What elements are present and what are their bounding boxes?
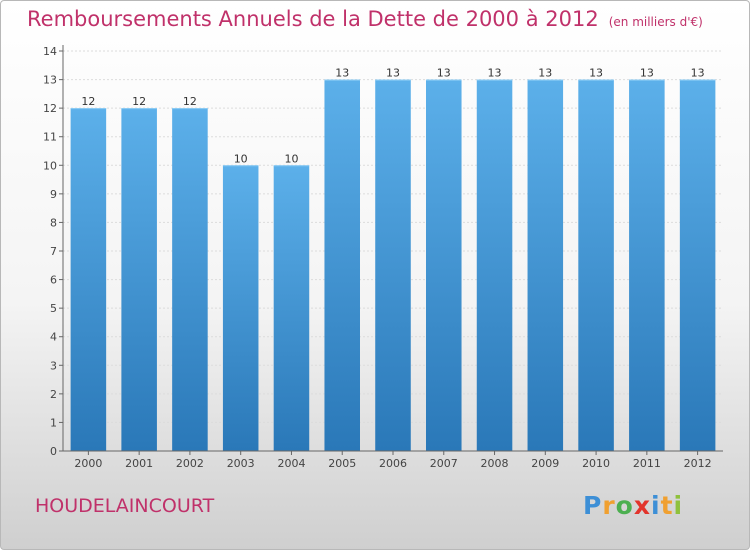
commune-name: HOUDELAINCOURT — [35, 495, 215, 517]
x-tick-label: 2002 — [176, 457, 204, 470]
value-label: 10 — [234, 152, 248, 165]
bars: 12 12 12 10 10 13 13 13 13 13 13 13 13 — [70, 67, 716, 452]
x-tick-label: 2008 — [481, 457, 509, 470]
y-tick-label: 4 — [50, 331, 57, 344]
bar-2003 — [222, 165, 259, 452]
bar-2001 — [121, 108, 157, 452]
y-tick-label: 12 — [43, 102, 57, 115]
value-label: 12 — [81, 95, 95, 108]
y-tick-label: 10 — [43, 159, 57, 172]
x-tick-label: 2010 — [582, 457, 610, 470]
x-tick-label: 2005 — [328, 457, 356, 470]
bar-2004 — [273, 165, 310, 452]
y-tick-label: 9 — [50, 188, 57, 201]
value-label: 12 — [183, 95, 197, 108]
logo-letter: i — [651, 491, 661, 520]
bar-2005 — [324, 79, 360, 452]
x-tick-label: 2012 — [684, 457, 712, 470]
bar-2008 — [476, 79, 513, 452]
x-tick-label: 2006 — [379, 457, 407, 470]
value-label: 13 — [386, 67, 400, 80]
x-tick-label: 2003 — [227, 457, 255, 470]
unit-label: (en milliers d'€) — [608, 15, 703, 29]
bar-2010 — [578, 79, 614, 452]
x-tick-label: 2001 — [125, 457, 153, 470]
logo-letter: x — [633, 491, 651, 520]
logo-letter: P — [583, 491, 603, 520]
y-tick-label: 6 — [50, 274, 57, 287]
value-label: 13 — [640, 67, 654, 80]
value-label: 12 — [132, 95, 146, 108]
title-text: Remboursements Annuels de la Dette de 20… — [27, 7, 599, 31]
value-label: 13 — [488, 67, 502, 80]
y-tick-label: 13 — [43, 74, 57, 87]
x-tick-label: 2011 — [633, 457, 661, 470]
x-tick-label: 2007 — [430, 457, 458, 470]
x-tick-label: 2000 — [74, 457, 102, 470]
x-tick-label: 2004 — [277, 457, 305, 470]
bar-2007 — [426, 79, 462, 452]
bar-2006 — [375, 79, 411, 452]
value-label: 13 — [691, 67, 705, 80]
logo-letter: t — [660, 491, 674, 520]
y-tick-label: 11 — [43, 131, 57, 144]
value-label: 13 — [538, 67, 552, 80]
value-label: 13 — [437, 67, 451, 80]
y-tick-label: 3 — [50, 359, 57, 372]
y-tick-label: 1 — [50, 416, 57, 429]
logo-letter: r — [602, 491, 616, 520]
value-label: 13 — [589, 67, 603, 80]
proxiti-logo: Proxiti — [583, 491, 683, 520]
bar-2012 — [679, 79, 716, 452]
bar-2009 — [527, 79, 564, 452]
y-tick-label: 8 — [50, 216, 57, 229]
y-tick-label: 14 — [43, 45, 57, 58]
bar-2011 — [629, 79, 665, 452]
y-tick-label: 0 — [50, 445, 57, 458]
bar-2002 — [172, 108, 208, 452]
y-tick-label: 2 — [50, 388, 57, 401]
value-label: 10 — [284, 152, 298, 165]
chart-title: Remboursements Annuels de la Dette de 20… — [27, 7, 703, 31]
x-tick-label: 2009 — [531, 457, 559, 470]
logo-letter: i — [673, 491, 684, 520]
y-tick-label: 5 — [50, 302, 57, 315]
logo-letter: o — [615, 491, 634, 520]
y-tick-label: 7 — [50, 245, 57, 258]
value-label: 13 — [335, 67, 349, 80]
bar-2000 — [70, 108, 107, 452]
